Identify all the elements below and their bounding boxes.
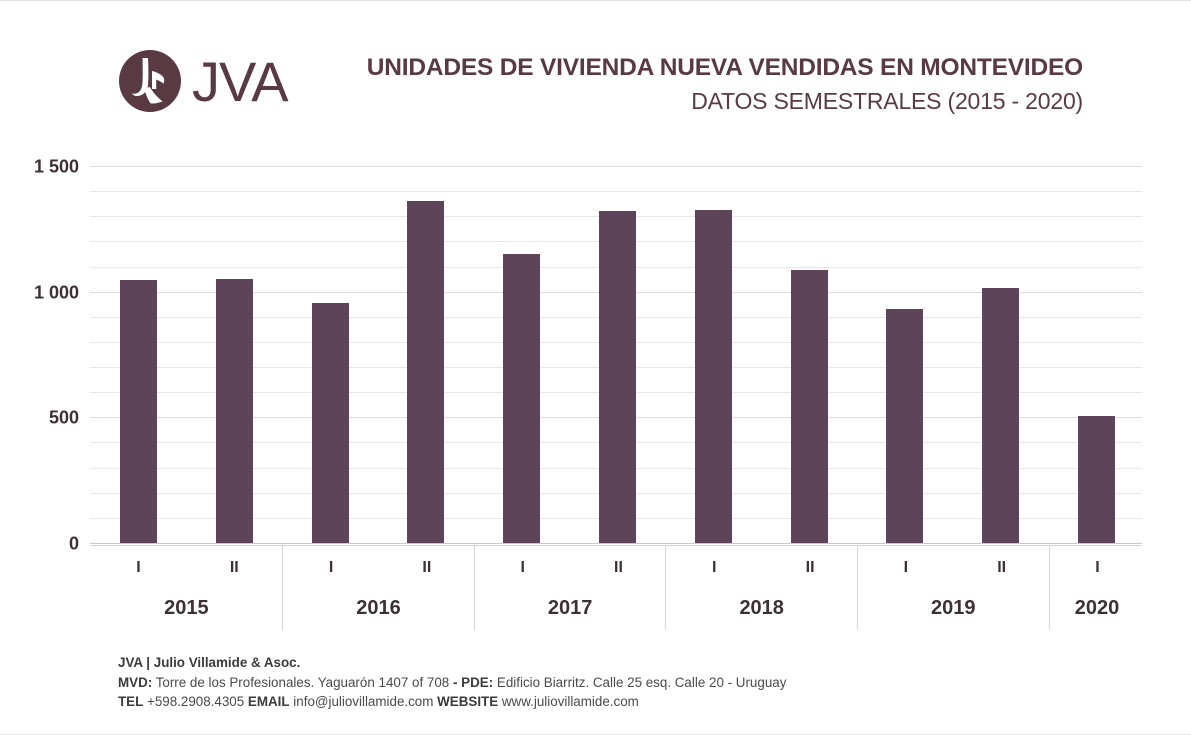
bar[interactable] (599, 210, 636, 544)
semester-label: I (136, 559, 141, 576)
footer-brand-line: JVA | Julio Villamide & Asoc. (118, 655, 301, 670)
bar[interactable] (120, 280, 157, 544)
jva-circle-logo-icon (119, 50, 181, 112)
semester-label: I (328, 559, 334, 576)
brand-wordmark: JVA (192, 50, 289, 113)
bar[interactable] (407, 200, 445, 544)
footer-label: EMAIL (247, 694, 290, 709)
footer-value: www.juliovillamide.com (498, 694, 639, 709)
semester-label: I (712, 559, 717, 576)
x-axis-year-group: I II 2018 (665, 546, 857, 630)
semester-label: II (229, 559, 239, 576)
brand-logo: JVA (118, 49, 289, 113)
plot-area (90, 166, 1142, 544)
bar[interactable] (790, 270, 828, 544)
semester-label-row: I II (91, 557, 283, 583)
y-axis-tick-label: 0 (68, 533, 79, 554)
y-axis-tick-label: 500 (48, 407, 79, 428)
x-axis: I II 2015 I II 2016 I II 2017 I II 2018 I II 2019 I 2020 (90, 545, 1142, 630)
x-axis-year-group: I II 2016 (282, 546, 474, 630)
gridline (90, 166, 1142, 167)
footer-label: - PDE: (452, 674, 494, 690)
x-axis-year-group: I 2020 (1048, 546, 1145, 630)
year-label: 2016 (356, 597, 401, 619)
y-axis-tick-label: 1 500 (33, 156, 79, 177)
bar[interactable] (886, 309, 924, 544)
chart-subtitle: DATOS SEMESTRALES (2015 - 2020) (691, 88, 1083, 115)
year-label: 2017 (547, 597, 593, 619)
year-label: 2020 (1074, 597, 1120, 619)
bar[interactable] (215, 278, 253, 544)
chart-title: UNIDADES DE VIVIENDA NUEVA VENDIDAS EN M… (366, 54, 1083, 81)
semester-label-row: I II (283, 557, 474, 583)
footer-label: WEBSITE (437, 694, 499, 709)
footer-contact-line: TEL +598.2908.4305 EMAIL info@juliovilla… (118, 692, 1118, 712)
semester-label: II (422, 559, 432, 576)
semester-label: I (1095, 559, 1100, 576)
x-axis-year-group: I II 2015 (91, 546, 283, 630)
x-axis-year-group: I II 2019 (857, 546, 1049, 630)
semester-label: I (520, 559, 525, 576)
footer-contact-block: JVA | Julio Villamide & Asoc. MVD: Torre… (118, 653, 1118, 712)
year-label: 2015 (164, 597, 209, 619)
footer-value: info@juliovillamide.com (289, 694, 438, 709)
y-axis-tick-label: 1 000 (33, 282, 79, 303)
semester-label-row: I II (475, 557, 666, 583)
semester-label: II (997, 559, 1007, 576)
axis-baseline (90, 543, 1142, 544)
title-block: UNIDADES DE VIVIENDA NUEVA VENDIDAS EN M… (367, 54, 1083, 115)
semester-label-row: I (1050, 557, 1145, 583)
bar[interactable] (982, 287, 1020, 544)
year-label: 2019 (931, 597, 976, 619)
bar[interactable] (311, 302, 349, 544)
footer-value: Edificio Biarritz. Calle 25 esq. Calle 2… (493, 674, 787, 690)
bar[interactable] (503, 253, 541, 544)
footer-value: Torre de los Profesionales. Yaguarón 140… (152, 674, 453, 690)
bar[interactable] (694, 209, 732, 544)
semester-label: II (805, 559, 815, 576)
semester-label: II (614, 559, 623, 576)
x-axis-year-group: I II 2017 (473, 546, 666, 630)
year-label: 2018 (739, 597, 784, 619)
semester-label: I (903, 559, 909, 576)
footer-value: +598.2908.4305 (143, 694, 248, 709)
footer-label: MVD: (118, 674, 153, 690)
chart-header: JVA UNIDADES DE VIVIENDA NUEVA VENDIDAS … (0, 1, 1191, 141)
footer-label: TEL (118, 694, 144, 709)
semester-label-row: I II (858, 557, 1049, 583)
gridline (90, 191, 1142, 193)
footer-address-line: MVD: Torre de los Profesionales. Yaguaró… (118, 673, 1118, 693)
semester-label-row: I II (666, 557, 857, 583)
bar[interactable] (1078, 415, 1115, 544)
